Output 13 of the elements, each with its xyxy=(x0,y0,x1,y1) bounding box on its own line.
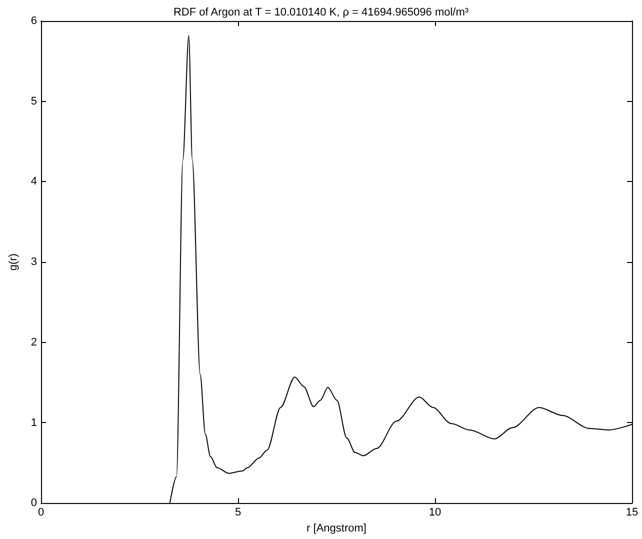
y-tick-label: 2 xyxy=(30,336,37,348)
x-tick-label: 5 xyxy=(234,506,242,519)
x-tick-label: 15 xyxy=(626,506,638,519)
chart-title: RDF of Argon at T = 10.010140 K, ρ = 41694.965096 mol/m³ xyxy=(173,6,469,18)
y-tick-label: 0 xyxy=(30,497,37,510)
y-axis-title: g(r) xyxy=(8,253,20,271)
x-tick-label: 10 xyxy=(428,506,442,519)
y-tick-label: 1 xyxy=(30,416,37,429)
y-tick-label: 3 xyxy=(30,256,37,268)
y-tick-label: 5 xyxy=(30,95,37,108)
y-tick-label: 6 xyxy=(30,15,37,27)
y-tick-label: 4 xyxy=(30,176,37,188)
x-axis-title: r [Angstrom] xyxy=(306,522,366,534)
